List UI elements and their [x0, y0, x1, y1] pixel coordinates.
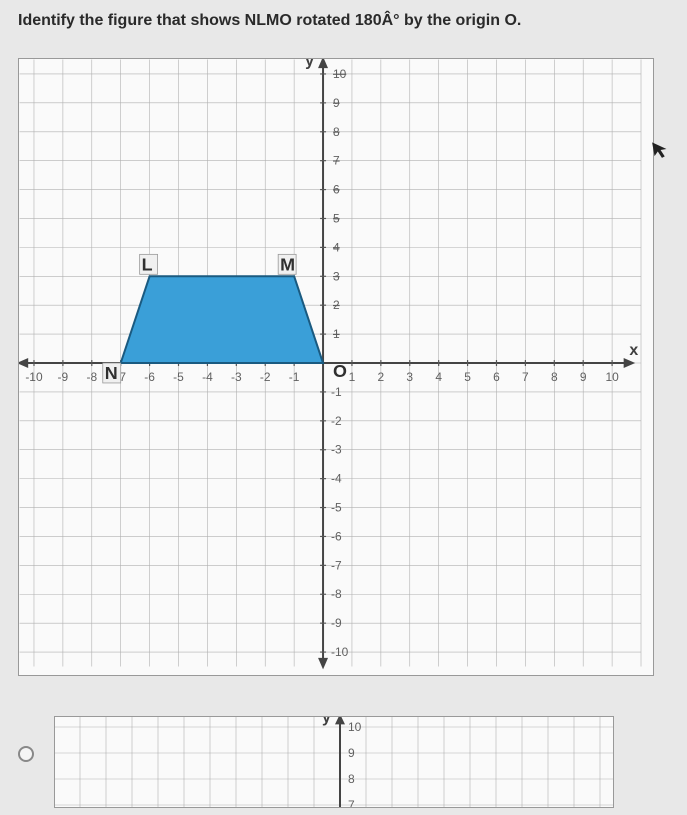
- svg-text:5: 5: [464, 370, 471, 384]
- svg-text:1: 1: [333, 327, 340, 341]
- svg-text:2: 2: [378, 370, 385, 384]
- svg-text:y: y: [305, 59, 314, 69]
- svg-text:-8: -8: [331, 587, 342, 601]
- svg-text:1: 1: [349, 370, 356, 384]
- svg-text:-4: -4: [331, 472, 342, 486]
- svg-text:8: 8: [348, 772, 355, 786]
- svg-text:3: 3: [333, 269, 340, 283]
- svg-text:8: 8: [551, 370, 558, 384]
- svg-text:y: y: [322, 717, 331, 726]
- svg-text:-7: -7: [331, 558, 342, 572]
- svg-text:7: 7: [522, 370, 529, 384]
- svg-text:2: 2: [333, 298, 340, 312]
- chart-svg: -10 -9 -8 -7 -6 -5 -4 -3 -2 -1 1 2 3 4 5 6 7 8 9 10 1 2 3 4 5 6 7 8…: [19, 59, 653, 675]
- svg-text:-5: -5: [331, 501, 342, 515]
- mini-chart-svg: y1098765: [55, 717, 614, 808]
- svg-text:9: 9: [348, 746, 355, 760]
- svg-text:-6: -6: [331, 529, 342, 543]
- svg-text:6: 6: [493, 370, 500, 384]
- svg-text:-3: -3: [331, 443, 342, 457]
- svg-text:-4: -4: [202, 370, 213, 384]
- svg-text:-2: -2: [260, 370, 271, 384]
- svg-text:-9: -9: [58, 370, 69, 384]
- svg-text:4: 4: [333, 240, 340, 254]
- svg-text:6: 6: [333, 183, 340, 197]
- svg-text:-3: -3: [231, 370, 242, 384]
- svg-text:x: x: [629, 342, 638, 359]
- svg-text:-1: -1: [289, 370, 300, 384]
- svg-text:9: 9: [333, 96, 340, 110]
- cursor-icon: [651, 139, 671, 166]
- radio-icon[interactable]: [18, 746, 34, 762]
- svg-text:7: 7: [333, 154, 340, 168]
- svg-text:7: 7: [348, 798, 355, 808]
- svg-text:-8: -8: [86, 370, 97, 384]
- mini-chart: y1098765: [54, 716, 614, 808]
- main-coordinate-chart: -10 -9 -8 -7 -6 -5 -4 -3 -2 -1 1 2 3 4 5 6 7 8 9 10 1 2 3 4 5 6 7 8…: [18, 58, 654, 676]
- svg-text:-1: -1: [331, 385, 342, 399]
- answer-option-1[interactable]: y1098765: [18, 716, 614, 808]
- svg-text:-10: -10: [25, 370, 43, 384]
- svg-text:N: N: [105, 363, 118, 383]
- svg-text:-6: -6: [144, 370, 155, 384]
- svg-text:-5: -5: [173, 370, 184, 384]
- svg-text:M: M: [280, 254, 295, 274]
- svg-text:10: 10: [348, 720, 362, 734]
- svg-text:L: L: [142, 254, 153, 274]
- svg-text:O: O: [333, 361, 347, 381]
- svg-text:-10: -10: [331, 645, 349, 659]
- svg-text:-2: -2: [331, 414, 342, 428]
- svg-text:5: 5: [333, 211, 340, 225]
- svg-text:-9: -9: [331, 616, 342, 630]
- question-text: Identify the figure that shows NLMO rota…: [18, 12, 521, 30]
- svg-text:3: 3: [406, 370, 413, 384]
- svg-text:9: 9: [580, 370, 587, 384]
- svg-text:4: 4: [435, 370, 442, 384]
- svg-text:10: 10: [333, 67, 347, 81]
- svg-text:10: 10: [605, 370, 619, 384]
- svg-text:8: 8: [333, 125, 340, 139]
